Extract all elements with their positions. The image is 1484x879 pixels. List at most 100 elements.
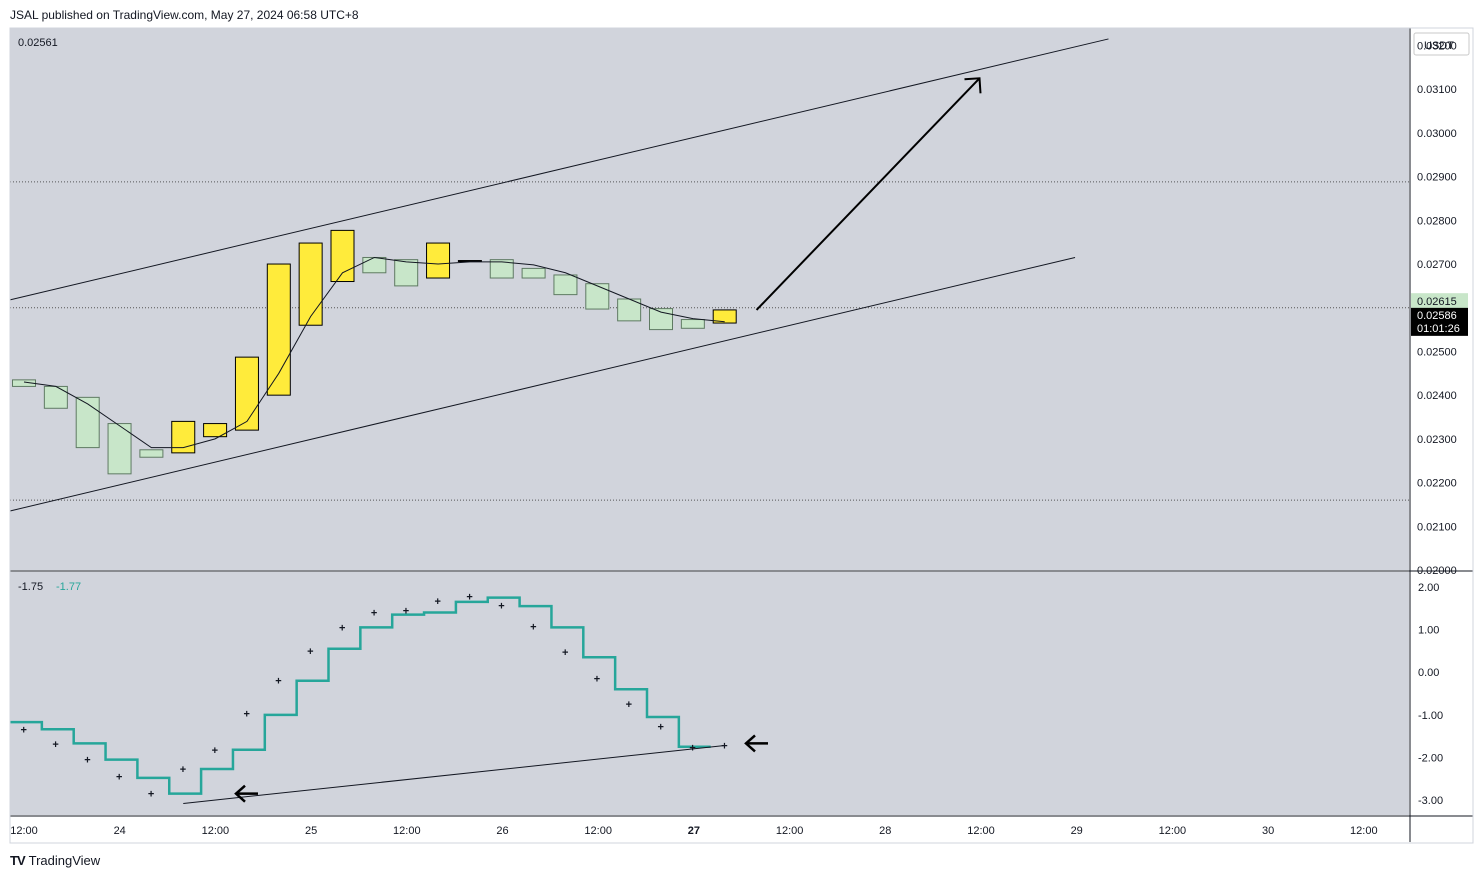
candle-down bbox=[553, 274, 578, 296]
candle-down bbox=[521, 267, 546, 279]
tradingview-brand[interactable]: TV TradingView bbox=[10, 853, 100, 868]
price-tick-label: 0.02700 bbox=[1417, 259, 1457, 271]
price-tick-label: 0.02000 bbox=[1417, 565, 1457, 577]
indicator-pane[interactable]: +++++++++++++++++++++++-1.75-1.77 bbox=[10, 572, 1409, 815]
candle-up bbox=[330, 229, 355, 283]
indicator-dot: + bbox=[339, 622, 345, 634]
candle-down bbox=[394, 259, 419, 287]
arrow-left-icon-head bbox=[744, 734, 756, 753]
indicator-tick-label: 1.00 bbox=[1418, 625, 1439, 637]
time-tick-label: 24 bbox=[114, 825, 126, 837]
publish-info: JSAL published on TradingView.com, May 2… bbox=[10, 8, 359, 22]
current-price-label: 0.02586 bbox=[1417, 310, 1457, 322]
indicator-dot: + bbox=[658, 721, 664, 733]
time-tick-label: 12:00 bbox=[1350, 825, 1378, 837]
time-tick-label: 28 bbox=[879, 825, 891, 837]
time-tick-label: 29 bbox=[1071, 825, 1083, 837]
candle-up bbox=[171, 420, 196, 454]
price-tick-label: 0.02500 bbox=[1417, 346, 1457, 358]
indicator-dot: + bbox=[243, 709, 249, 721]
moving-average-line bbox=[23, 256, 725, 449]
indicator-dot: + bbox=[84, 755, 90, 767]
price-tick-label: 0.03100 bbox=[1417, 84, 1457, 96]
last-price-label: 0.02615 bbox=[1417, 296, 1457, 308]
indicator-pane-bg bbox=[10, 572, 1409, 815]
indicator-dot: + bbox=[594, 674, 600, 686]
tradingview-logo-icon: TV bbox=[10, 853, 26, 868]
indicator-dot: + bbox=[530, 622, 536, 634]
indicator-dot: + bbox=[116, 772, 122, 784]
indicator-dot: + bbox=[498, 600, 504, 612]
time-tick-label: 12:00 bbox=[10, 825, 38, 837]
indicator-dot: + bbox=[562, 647, 568, 659]
current-price-badge bbox=[1411, 307, 1468, 336]
candle-down bbox=[43, 385, 68, 409]
indicator-dot: + bbox=[275, 676, 281, 688]
chart-title: 0.02561 bbox=[18, 37, 58, 49]
indicator-dot: + bbox=[180, 764, 186, 776]
divergence-line bbox=[183, 745, 725, 804]
candle-down bbox=[107, 423, 132, 475]
time-tick-label: 25 bbox=[305, 825, 317, 837]
price-tick-label: 0.02100 bbox=[1417, 521, 1457, 533]
candle-up bbox=[203, 423, 228, 438]
indicator-dot: + bbox=[721, 741, 727, 753]
indicator-dot: + bbox=[371, 608, 377, 620]
channel-upper-line bbox=[9, 38, 1109, 301]
indicator-dot: + bbox=[307, 646, 313, 658]
candle-up bbox=[426, 242, 451, 279]
candle-down bbox=[362, 256, 387, 274]
price-tick-label: 0.02400 bbox=[1417, 390, 1457, 402]
indicator-value-2: -1.77 bbox=[56, 581, 81, 593]
last-price-badge bbox=[1411, 293, 1468, 309]
indicator-dot: + bbox=[435, 596, 441, 608]
price-tick-label: 0.02800 bbox=[1417, 215, 1457, 227]
candle-down bbox=[585, 283, 610, 310]
indicator-dot: + bbox=[466, 592, 472, 604]
indicator-value-1: -1.75 bbox=[18, 581, 43, 593]
chart-border bbox=[9, 27, 1474, 844]
price-tick-label: 0.02200 bbox=[1417, 478, 1457, 490]
indicator-tick-label: -3.00 bbox=[1418, 795, 1443, 807]
time-tick-label: 27 bbox=[688, 825, 700, 837]
candle-up bbox=[234, 356, 259, 431]
time-tick-label: 12:00 bbox=[1159, 825, 1187, 837]
price-pane-bg bbox=[10, 28, 1409, 570]
candle-down bbox=[139, 449, 164, 458]
indicator-step-line bbox=[10, 596, 711, 795]
candle-up bbox=[266, 263, 291, 396]
price-tick-label: 0.02900 bbox=[1417, 172, 1457, 184]
candle-down bbox=[489, 259, 514, 279]
arrow-left-icon-head bbox=[234, 784, 246, 803]
time-tick-label: 12:00 bbox=[776, 825, 804, 837]
channel-lower-line bbox=[9, 256, 1076, 512]
time-tick-label: 30 bbox=[1262, 825, 1274, 837]
candle-up bbox=[712, 309, 737, 324]
currency-button bbox=[1413, 32, 1470, 56]
time-tick-label: 12:00 bbox=[967, 825, 995, 837]
indicator-dot: + bbox=[21, 725, 27, 737]
time-tick-label: 12:00 bbox=[584, 825, 612, 837]
candle-down bbox=[680, 319, 705, 329]
countdown-label: 01:01:26 bbox=[1417, 323, 1460, 335]
indicator-dot: + bbox=[212, 745, 218, 757]
price-pane[interactable]: 0.02561 bbox=[9, 28, 1409, 570]
brand-label: TradingView bbox=[28, 853, 101, 868]
projection-arrow-head bbox=[964, 77, 982, 94]
price-tick-label: 0.02300 bbox=[1417, 434, 1457, 446]
indicator-tick-label: 2.00 bbox=[1418, 582, 1439, 594]
price-tick-label: 0.03200 bbox=[1417, 40, 1457, 52]
price-tick-label: 0.03000 bbox=[1417, 128, 1457, 140]
indicator-dot: + bbox=[403, 605, 409, 617]
projection-arrow bbox=[755, 77, 981, 311]
indicator-tick-label: -1.00 bbox=[1418, 710, 1443, 722]
candle-down bbox=[75, 396, 100, 449]
currency-label: USDT bbox=[1424, 40, 1454, 52]
candle-down bbox=[649, 308, 673, 331]
time-tick-label: 26 bbox=[496, 825, 508, 837]
candle-up bbox=[298, 242, 323, 326]
time-tick-label: 12:00 bbox=[393, 825, 421, 837]
time-tick-label: 12:00 bbox=[202, 825, 230, 837]
